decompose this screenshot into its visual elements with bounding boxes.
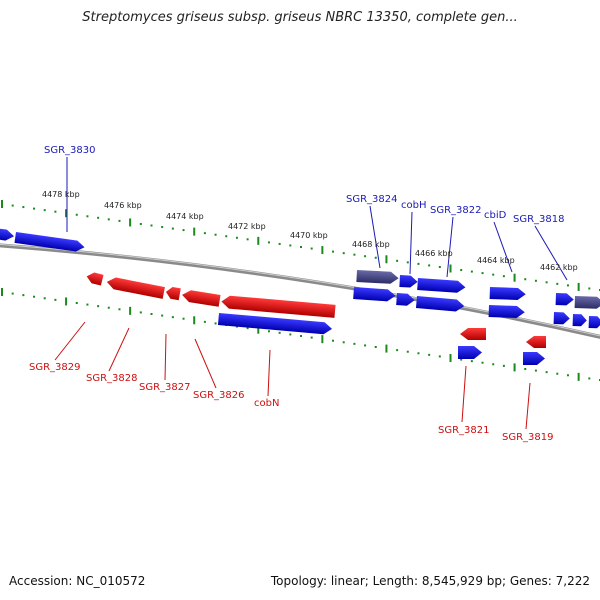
- gene-arrow-forward[interactable]: [489, 287, 526, 300]
- gene-arrow-forward-group[interactable]: [489, 287, 526, 300]
- gene-features[interactable]: [0, 228, 600, 365]
- leader-line: [534, 225, 568, 281]
- gene-label[interactable]: cobH: [401, 200, 426, 211]
- gene-arrow-forward[interactable]: [14, 232, 85, 253]
- gene-arrow-forward-group[interactable]: [588, 316, 600, 329]
- gene-arrow-forward[interactable]: [523, 352, 545, 365]
- gene-arrow-forward-group[interactable]: [417, 278, 466, 293]
- leader-line: [108, 327, 130, 372]
- leader-line: [493, 221, 513, 273]
- gene-label[interactable]: cobN: [254, 398, 279, 409]
- gene-arrow-reverse-group[interactable]: [526, 336, 546, 348]
- gene-arrow-forward[interactable]: [458, 346, 482, 359]
- gene-arrow-reverse-group[interactable]: [106, 276, 165, 299]
- gene-label[interactable]: SGR_3822: [430, 205, 482, 216]
- map-title: Streptomyces griseus subsp. griseus NBRC…: [82, 10, 518, 25]
- gene-arrow-forward[interactable]: [553, 312, 570, 325]
- gene-arrow-reverse[interactable]: [181, 289, 221, 307]
- leader-line: [194, 338, 217, 389]
- leader-line: [267, 349, 271, 397]
- leader-line: [164, 333, 167, 381]
- scale-label: 4478 kbp: [42, 190, 80, 199]
- gene-arrow-forward-group[interactable]: [14, 232, 85, 253]
- gene-label[interactable]: SGR_3826: [193, 390, 245, 401]
- leader-line: [446, 216, 454, 278]
- gene-arrow-forward-group[interactable]: [572, 314, 587, 327]
- gene-arrow-forward[interactable]: [588, 316, 600, 329]
- accession-text: Accession: NC_010572: [9, 574, 146, 588]
- gene-arrow-forward-group[interactable]: [396, 293, 415, 306]
- gene-arrow-forward-group[interactable]: [399, 275, 418, 288]
- gene-arrow-reverse-group[interactable]: [85, 271, 104, 286]
- leader-line: [461, 365, 467, 423]
- dna-backbone: [0, 243, 600, 339]
- gene-arrow-forward[interactable]: [417, 278, 466, 293]
- gene-arrow-forward[interactable]: [572, 314, 587, 327]
- gene-arrow-forward[interactable]: [0, 228, 15, 242]
- scale-label: 4466 kbp: [415, 249, 453, 258]
- scale-label: 4476 kbp: [104, 201, 142, 210]
- leader-line: [369, 205, 381, 269]
- gene-label[interactable]: SGR_3821: [438, 425, 490, 436]
- gene-arrow-forward[interactable]: [356, 270, 399, 284]
- gene-label[interactable]: SGR_3818: [513, 214, 565, 225]
- gene-arrow-reverse[interactable]: [460, 328, 486, 340]
- gene-label[interactable]: SGR_3827: [139, 382, 191, 393]
- gene-arrow-forward-group[interactable]: [574, 296, 600, 309]
- gene-arrow-reverse-group[interactable]: [460, 328, 486, 340]
- gene-arrow-forward-group[interactable]: [553, 312, 570, 325]
- gene-arrow-reverse[interactable]: [165, 286, 181, 301]
- gene-arrow-forward-group[interactable]: [356, 270, 399, 284]
- gene-label[interactable]: cbiD: [484, 210, 507, 221]
- gene-arrow-forward-group[interactable]: [0, 228, 15, 242]
- forward-gene-labels: SGR_3830 SGR_3824 cobH SGR_3822 cbiD SGR…: [44, 145, 565, 225]
- leader-line: [525, 382, 531, 430]
- scale-label: 4474 kbp: [166, 212, 204, 221]
- gene-arrow-forward-group[interactable]: [353, 287, 396, 302]
- gene-arrow-forward-group[interactable]: [523, 352, 545, 365]
- gene-arrow-reverse[interactable]: [85, 271, 104, 286]
- gene-arrow-forward-group[interactable]: [488, 305, 525, 318]
- gene-arrow-forward-group[interactable]: [555, 293, 574, 306]
- gene-arrow-forward[interactable]: [217, 313, 333, 335]
- scale-label: 4462 kbp: [540, 263, 578, 272]
- leader-line: [54, 321, 86, 361]
- gene-label[interactable]: SGR_3819: [502, 432, 554, 443]
- gene-arrow-reverse-group[interactable]: [165, 286, 181, 301]
- gene-arrow-reverse[interactable]: [221, 295, 336, 318]
- gene-arrow-forward[interactable]: [555, 293, 574, 306]
- gene-arrow-forward[interactable]: [353, 287, 396, 302]
- genome-summary-text: Topology: linear; Length: 8,545,929 bp; …: [270, 574, 590, 588]
- scale-label: 4472 kbp: [228, 222, 266, 231]
- gene-arrow-forward[interactable]: [399, 275, 418, 288]
- scale-rulers: [1, 200, 600, 381]
- gene-arrow-reverse-group[interactable]: [221, 295, 336, 318]
- scale-label: 4470 kbp: [290, 231, 328, 240]
- scale-label: 4464 kbp: [477, 256, 515, 265]
- scale-labels: 4478 kbp 4476 kbp 4474 kbp 4472 kbp 4470…: [42, 190, 578, 272]
- gene-arrow-reverse[interactable]: [106, 276, 165, 299]
- gene-arrow-forward-group[interactable]: [458, 346, 482, 359]
- label-leader-lines: [54, 157, 568, 430]
- gene-label[interactable]: SGR_3828: [86, 373, 138, 384]
- gene-arrow-reverse-group[interactable]: [181, 289, 221, 307]
- gene-label[interactable]: SGR_3829: [29, 362, 81, 373]
- gene-arrow-forward[interactable]: [415, 296, 465, 312]
- gene-arrow-forward[interactable]: [488, 305, 525, 318]
- gene-arrow-forward-group[interactable]: [217, 313, 333, 335]
- leader-line: [409, 211, 413, 275]
- scale-label: 4468 kbp: [352, 240, 390, 249]
- gene-arrow-forward[interactable]: [396, 293, 415, 306]
- gene-arrow-reverse[interactable]: [526, 336, 546, 348]
- reverse-gene-labels: SGR_3829 SGR_3828 SGR_3827 SGR_3826 cobN…: [29, 362, 554, 443]
- gene-label[interactable]: SGR_3830: [44, 145, 96, 156]
- dna-backbone-highlight: [0, 243, 600, 337]
- gene-arrow-forward-group[interactable]: [415, 296, 465, 312]
- gene-label[interactable]: SGR_3824: [346, 194, 398, 205]
- gene-arrow-forward[interactable]: [574, 296, 600, 309]
